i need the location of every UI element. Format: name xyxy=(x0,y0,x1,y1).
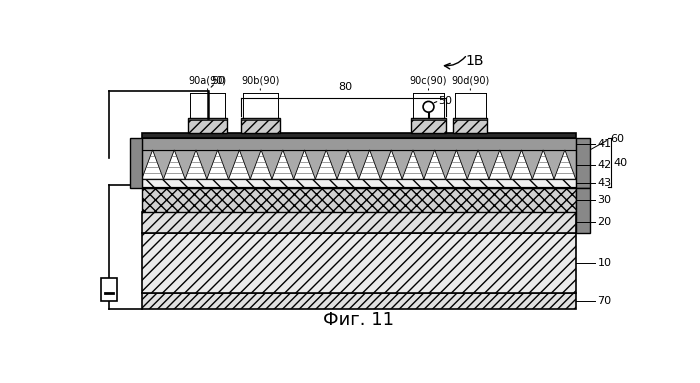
Text: 20: 20 xyxy=(598,217,612,227)
Polygon shape xyxy=(185,150,207,179)
Text: 41: 41 xyxy=(598,139,612,149)
Polygon shape xyxy=(381,150,402,179)
Text: 50: 50 xyxy=(211,76,225,87)
Text: 80: 80 xyxy=(339,82,353,92)
Text: 70: 70 xyxy=(598,296,612,306)
Polygon shape xyxy=(468,150,489,179)
Text: 40: 40 xyxy=(613,158,627,168)
Bar xyxy=(241,118,280,133)
Text: 60: 60 xyxy=(610,134,624,144)
Bar xyxy=(141,293,575,309)
Text: 50: 50 xyxy=(438,96,452,106)
Polygon shape xyxy=(251,150,272,179)
Circle shape xyxy=(423,101,434,112)
Polygon shape xyxy=(358,150,381,179)
Bar xyxy=(454,118,487,120)
Polygon shape xyxy=(554,150,575,179)
Bar xyxy=(575,188,589,233)
Text: 43: 43 xyxy=(598,178,612,188)
Bar xyxy=(188,118,227,120)
Polygon shape xyxy=(228,150,251,179)
Polygon shape xyxy=(207,150,228,179)
Bar xyxy=(575,138,589,188)
Text: Фиг. 11: Фиг. 11 xyxy=(323,311,394,329)
Bar xyxy=(188,118,227,133)
Polygon shape xyxy=(141,150,163,179)
Polygon shape xyxy=(424,150,446,179)
Polygon shape xyxy=(511,150,533,179)
Text: 10: 10 xyxy=(598,258,612,268)
Bar xyxy=(241,118,280,120)
Polygon shape xyxy=(402,150,424,179)
Polygon shape xyxy=(337,150,358,179)
Bar xyxy=(141,138,575,150)
Bar xyxy=(141,233,575,293)
Polygon shape xyxy=(489,150,511,179)
Polygon shape xyxy=(163,150,185,179)
Polygon shape xyxy=(294,150,315,179)
Text: 30: 30 xyxy=(598,195,612,205)
Polygon shape xyxy=(315,150,337,179)
Text: 90b(90): 90b(90) xyxy=(241,75,279,85)
Bar xyxy=(141,150,575,179)
Text: 90c(90): 90c(90) xyxy=(410,75,447,85)
Text: 42: 42 xyxy=(598,160,612,170)
Polygon shape xyxy=(533,150,554,179)
Bar xyxy=(141,133,575,138)
Bar xyxy=(141,188,575,211)
Bar xyxy=(130,138,141,188)
Polygon shape xyxy=(446,150,468,179)
Bar xyxy=(454,118,487,133)
Bar xyxy=(102,278,117,301)
Text: 90d(90): 90d(90) xyxy=(452,75,489,85)
Polygon shape xyxy=(272,150,294,179)
Bar xyxy=(141,211,575,233)
Text: 90a(90): 90a(90) xyxy=(188,75,227,85)
Bar xyxy=(412,118,446,120)
Bar xyxy=(412,118,446,133)
Bar xyxy=(141,179,575,187)
Text: 1B: 1B xyxy=(466,54,484,68)
